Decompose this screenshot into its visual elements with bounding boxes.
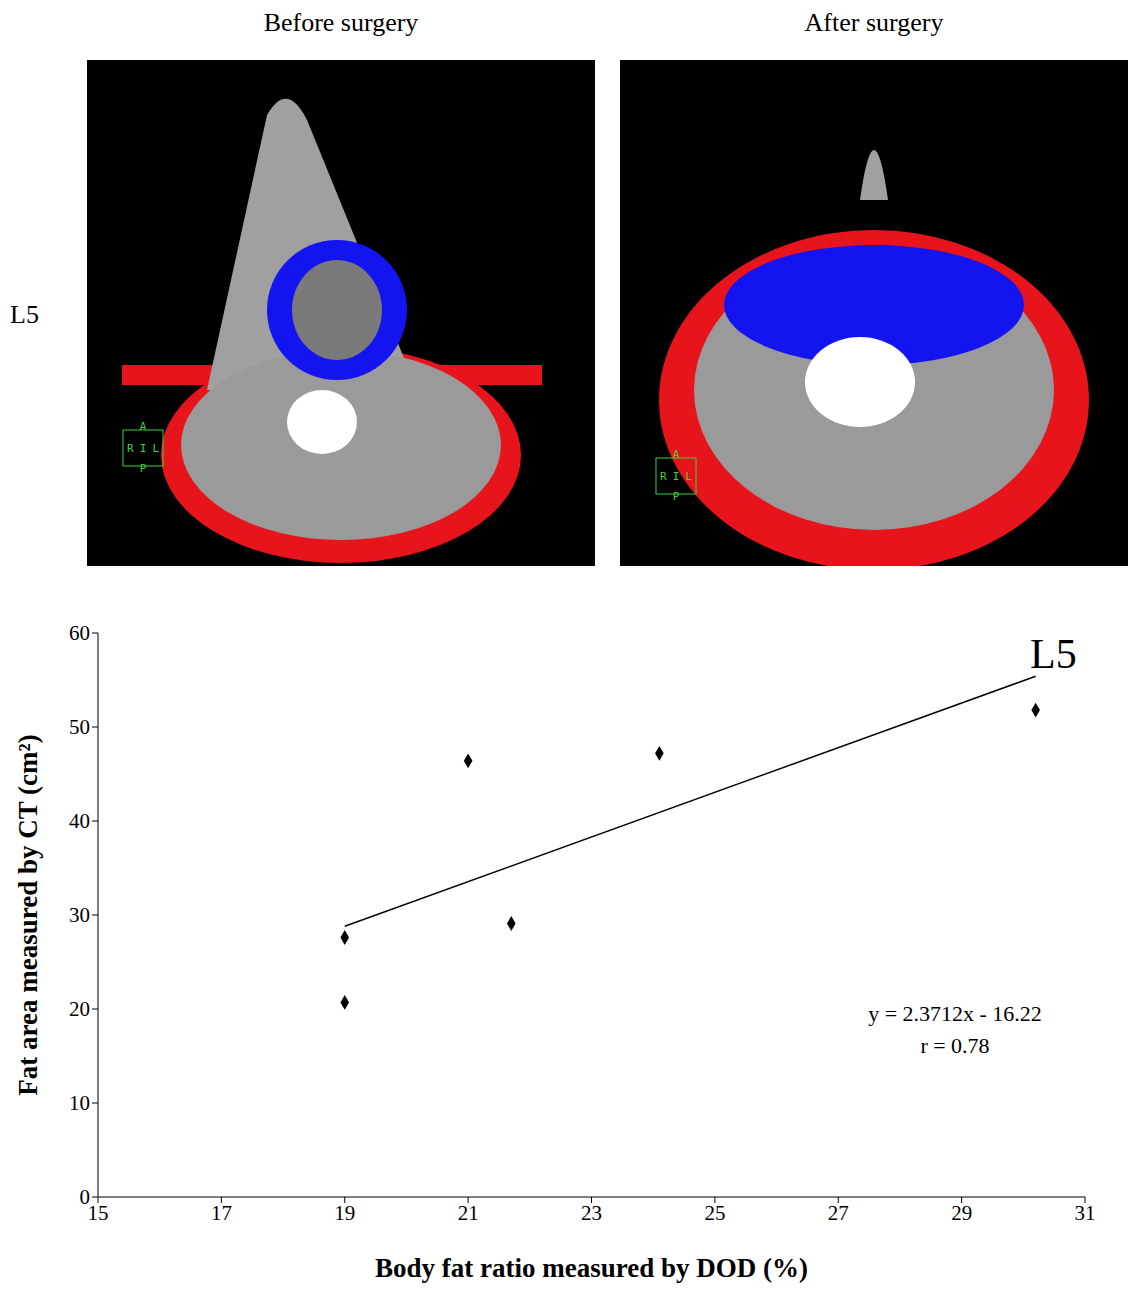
svg-text:15: 15 bbox=[88, 1201, 109, 1225]
svg-text:Body fat ratio measured by DOD: Body fat ratio measured by DOD (%) bbox=[375, 1253, 808, 1283]
svg-text:P: P bbox=[673, 490, 680, 503]
svg-text:L: L bbox=[685, 470, 692, 483]
html-text:y = 2.3712x - 16.22: y = 2.3712x - 16.22 bbox=[868, 1001, 1042, 1026]
html-text:After surgery: After surgery bbox=[804, 8, 944, 37]
svg-text:0: 0 bbox=[80, 1185, 91, 1209]
svg-text:29: 29 bbox=[951, 1201, 972, 1225]
svg-text:31: 31 bbox=[1075, 1201, 1096, 1225]
svg-text:19: 19 bbox=[334, 1201, 355, 1225]
svg-text:27: 27 bbox=[828, 1201, 849, 1225]
svg-text:21: 21 bbox=[458, 1201, 479, 1225]
svg-text:17: 17 bbox=[211, 1201, 232, 1225]
svg-text:25: 25 bbox=[704, 1201, 725, 1225]
html-text:r = 0.78: r = 0.78 bbox=[920, 1033, 990, 1058]
svg-text:30: 30 bbox=[69, 903, 90, 927]
svg-text:L: L bbox=[152, 442, 159, 455]
svg-text:A: A bbox=[673, 448, 680, 461]
svg-text:10: 10 bbox=[69, 1091, 90, 1115]
html-text:Before surgery: Before surgery bbox=[263, 8, 419, 37]
svg-text:23: 23 bbox=[581, 1201, 602, 1225]
svg-text:Fat area measured by CT (cm²): Fat area measured by CT (cm²) bbox=[13, 734, 43, 1095]
svg-text:P: P bbox=[140, 462, 147, 475]
svg-text:60: 60 bbox=[69, 621, 90, 645]
svg-text:I: I bbox=[140, 442, 147, 455]
svg-text:R: R bbox=[660, 470, 667, 483]
html-text:L5: L5 bbox=[1030, 631, 1077, 677]
svg-text:A: A bbox=[140, 420, 147, 433]
svg-text:R: R bbox=[127, 442, 134, 455]
svg-text:I: I bbox=[673, 470, 680, 483]
svg-text:20: 20 bbox=[69, 997, 90, 1021]
svg-text:50: 50 bbox=[69, 715, 90, 739]
svg-text:40: 40 bbox=[69, 809, 90, 833]
html-text:L5: L5 bbox=[10, 300, 39, 329]
